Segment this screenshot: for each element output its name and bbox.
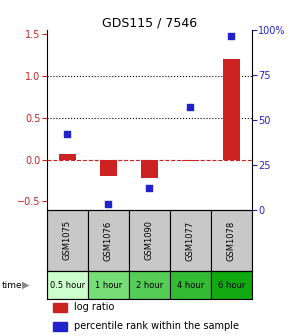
Bar [211, 271, 252, 299]
Bar [141, 160, 158, 178]
Bar [170, 210, 211, 271]
Text: 4 hour: 4 hour [177, 281, 204, 290]
Bar [182, 160, 199, 161]
Text: GSM1076: GSM1076 [104, 220, 113, 260]
Title: GDS115 / 7546: GDS115 / 7546 [102, 16, 197, 29]
Text: GSM1077: GSM1077 [186, 220, 195, 260]
Bar [129, 271, 170, 299]
Bar [88, 210, 129, 271]
Bar [53, 303, 67, 312]
Text: log ratio: log ratio [74, 302, 114, 312]
Bar [47, 271, 88, 299]
Point [188, 105, 193, 110]
Text: 0.5 hour: 0.5 hour [50, 281, 85, 290]
Bar [211, 210, 252, 271]
Text: GSM1075: GSM1075 [63, 220, 72, 260]
Text: GSM1078: GSM1078 [227, 220, 236, 260]
Text: 1 hour: 1 hour [95, 281, 122, 290]
Text: GSM1090: GSM1090 [145, 220, 154, 260]
Bar [223, 59, 240, 160]
Text: time: time [1, 281, 22, 290]
Bar [59, 154, 76, 160]
Bar [88, 271, 129, 299]
Point [106, 202, 111, 207]
Point [65, 132, 70, 137]
Point [229, 33, 234, 38]
Bar [170, 271, 211, 299]
Point [147, 185, 152, 191]
Text: percentile rank within the sample: percentile rank within the sample [74, 321, 239, 331]
Bar [100, 160, 117, 176]
Text: ▶: ▶ [22, 280, 30, 290]
Bar [53, 322, 67, 331]
Text: 2 hour: 2 hour [136, 281, 163, 290]
Bar [129, 210, 170, 271]
Bar [47, 210, 88, 271]
Text: 6 hour: 6 hour [218, 281, 245, 290]
